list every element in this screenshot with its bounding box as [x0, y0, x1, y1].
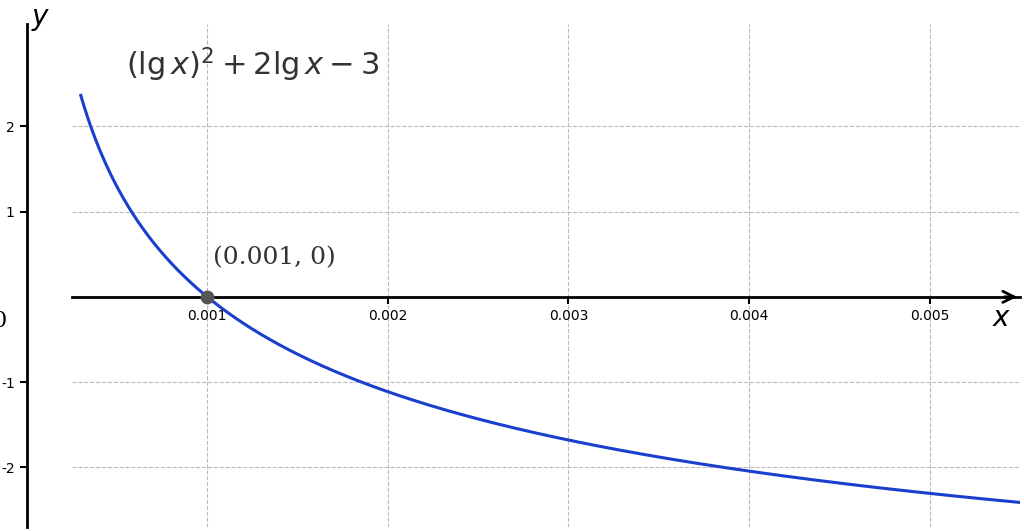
Text: (0.001, 0): (0.001, 0) [213, 246, 336, 269]
Point [199, 293, 215, 301]
Text: $x$: $x$ [992, 305, 1012, 332]
Text: 0: 0 [0, 310, 6, 332]
Text: $y$: $y$ [32, 6, 51, 33]
Text: $(\lg x)^2 + 2\lg x - 3$: $(\lg x)^2 + 2\lg x - 3$ [126, 46, 380, 84]
